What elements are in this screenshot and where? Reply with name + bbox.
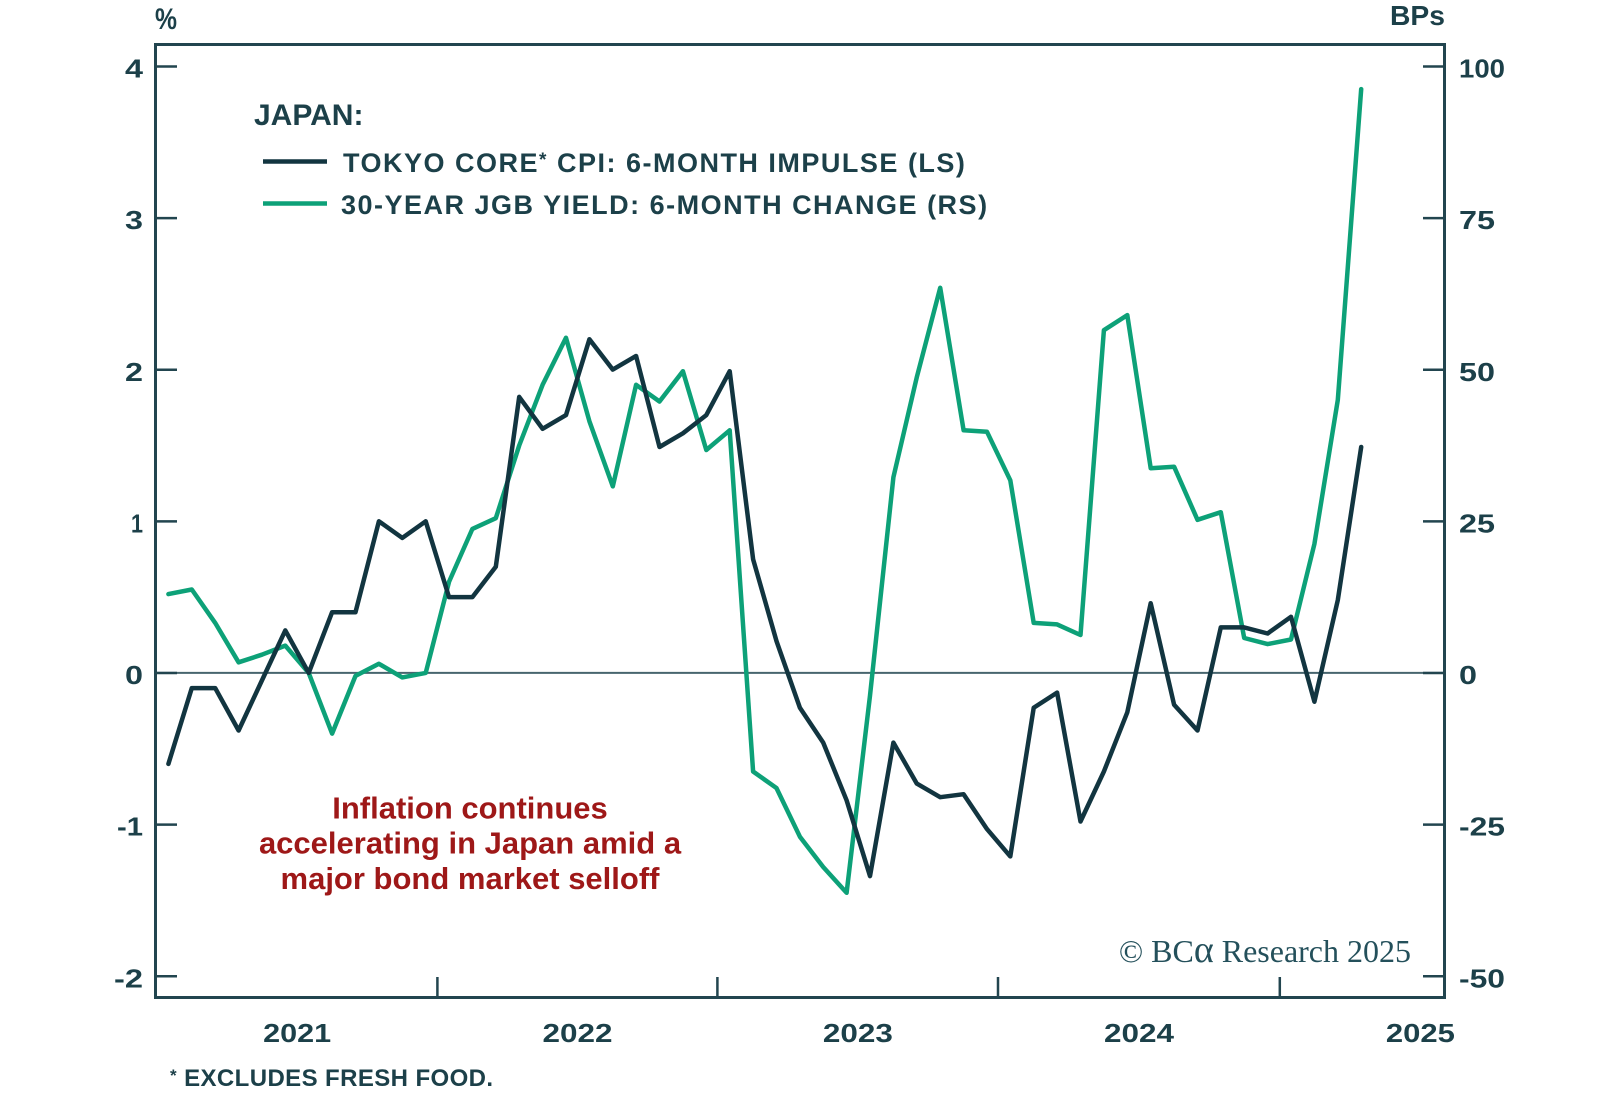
svg-text:Inflation continues: Inflation continues [332,790,608,825]
svg-text:-25: -25 [1459,812,1505,842]
svg-text:25: 25 [1459,508,1495,538]
svg-text:0: 0 [1459,660,1477,690]
svg-text:* EXCLUDES FRESH FOOD.: * EXCLUDES FRESH FOOD. [170,1065,493,1092]
svg-text:accelerating in Japan amid a: accelerating in Japan amid a [259,826,682,861]
svg-text:2023: 2023 [823,1018,893,1048]
svg-text:© BCα Research 2025: © BCα Research 2025 [1119,929,1411,971]
svg-text:50: 50 [1459,357,1495,387]
svg-text:2021: 2021 [263,1018,331,1048]
svg-text:-2: -2 [114,963,143,993]
svg-text:JAPAN:: JAPAN: [254,99,363,132]
svg-text:%: % [155,3,177,36]
svg-text:2024: 2024 [1104,1018,1175,1048]
svg-text:3: 3 [125,205,143,235]
svg-text:100: 100 [1459,54,1505,84]
svg-text:0: 0 [125,660,143,690]
svg-text:BPs: BPs [1390,0,1445,31]
svg-text:-50: -50 [1459,963,1505,993]
svg-text:major bond market selloff: major bond market selloff [281,861,661,896]
svg-text:2022: 2022 [543,1018,613,1048]
svg-text:75: 75 [1459,205,1495,235]
svg-text:2: 2 [125,357,143,387]
svg-text:2025: 2025 [1386,1018,1455,1048]
svg-text:1: 1 [131,508,143,538]
svg-text:-1: -1 [117,812,143,842]
svg-text:4: 4 [125,54,144,84]
svg-text:30-YEAR JGB YIELD: 6-MONTH CHA: 30-YEAR JGB YIELD: 6-MONTH CHANGE (RS) [341,190,989,220]
svg-text:TOKYO CORE* CPI: 6-MONTH IMPUL: TOKYO CORE* CPI: 6-MONTH IMPULSE (LS) [343,148,966,178]
